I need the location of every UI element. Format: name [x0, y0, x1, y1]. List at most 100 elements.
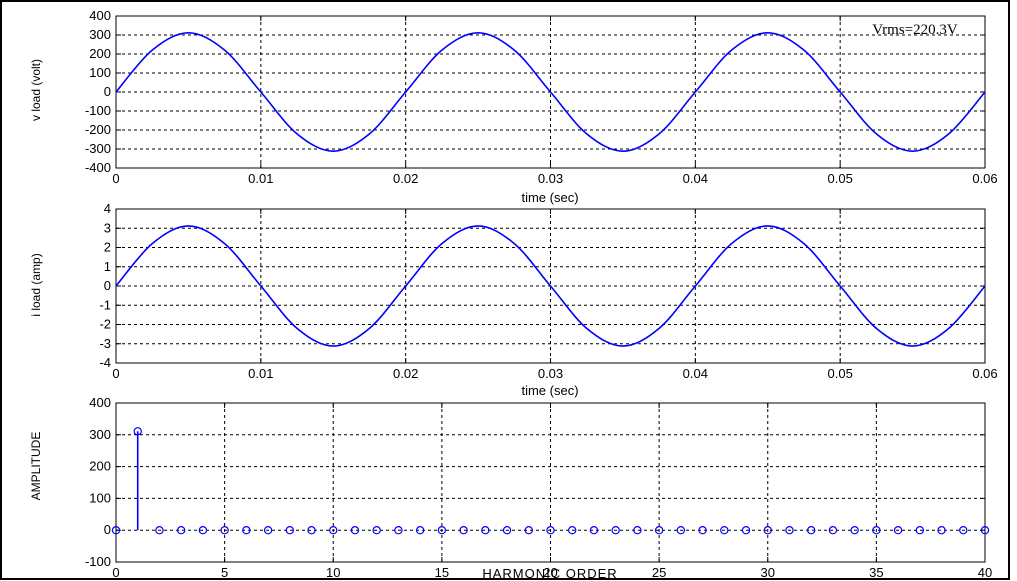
harmonic-marker — [785, 526, 794, 535]
current-ytick-label: 4 — [104, 201, 111, 216]
current-xlabel: time (sec) — [521, 383, 578, 398]
harmonic-marker — [481, 526, 490, 535]
harmonic-marker — [872, 526, 881, 535]
harmonic-marker — [980, 526, 990, 535]
harmonic-ytick-label: 200 — [89, 459, 111, 474]
harmonic-marker — [329, 526, 338, 535]
voltage-ytick-label: 200 — [89, 46, 111, 61]
voltage-ytick-label: -100 — [85, 103, 111, 118]
harmonic-marker — [307, 526, 316, 535]
current-xtick-label: 0 — [112, 366, 119, 381]
harmonic-marker — [263, 526, 273, 535]
current-ytick-label: 0 — [104, 278, 111, 293]
voltage-ytick-label: -400 — [85, 160, 111, 175]
voltage-xtick-label: 0.02 — [393, 171, 418, 186]
voltage-xtick-label: 0.06 — [972, 171, 997, 186]
harmonic-xtick-label: 5 — [221, 565, 228, 580]
voltage-ytick-label: 100 — [89, 65, 111, 80]
current-xtick-label: 0.05 — [828, 366, 853, 381]
harmonic-marker — [176, 526, 186, 535]
harmonic-marker — [415, 526, 425, 535]
harmonic-marker — [350, 526, 360, 535]
harmonic-ytick-label: 300 — [89, 427, 111, 442]
current-ytick-label: 3 — [104, 220, 111, 235]
current-xtick-label: 0.03 — [538, 366, 563, 381]
harmonic-marker — [220, 526, 229, 535]
current-ylabel: i load (amp) — [29, 253, 43, 316]
harmonic-marker — [676, 526, 686, 535]
voltage-xtick-label: 0.05 — [828, 171, 853, 186]
current-ytick-label: 2 — [104, 240, 111, 255]
harmonic-marker — [155, 526, 164, 535]
current-xtick-label: 0.04 — [683, 366, 708, 381]
harmonic-marker — [654, 526, 664, 535]
harmonic-ytick-label: -100 — [85, 554, 111, 569]
voltage-ytick-label: -300 — [85, 141, 111, 156]
harmonic-marker — [589, 526, 599, 535]
harmonic-xtick-label: 10 — [326, 565, 340, 580]
harmonic-marker — [372, 526, 381, 535]
harmonic-marker — [111, 526, 121, 535]
harmonic-marker — [611, 526, 620, 535]
harmonic-panel: HARMONIC ORDER AMPLITUDE 0 5 10 15 20 25 30 35 4… — [29, 395, 992, 581]
harmonic-marker — [394, 526, 403, 535]
harmonic-marker — [763, 526, 772, 535]
current-xtick-label: 0.02 — [393, 366, 418, 381]
harmonic-xlabel: HARMONIC ORDER — [482, 566, 617, 581]
current-ytick-label: -2 — [99, 317, 111, 332]
current-panel: time (sec) i load (amp) 0 0.01 0.02 0.03 0.0… — [29, 201, 998, 398]
harmonic-ytick-label: 0 — [104, 522, 111, 537]
harmonic-grid — [116, 403, 985, 562]
harmonic-ytick-label: 100 — [89, 490, 111, 505]
harmonic-marker — [242, 526, 251, 535]
harmonic-ytick-label: 400 — [89, 395, 111, 410]
voltage-ytick-label: -200 — [85, 122, 111, 137]
harmonic-ylabel: AMPLITUDE — [29, 432, 43, 501]
voltage-xtick-label: 0.01 — [248, 171, 273, 186]
harmonic-marker — [850, 526, 859, 535]
voltage-ylabel: v load (volt) — [29, 59, 43, 121]
current-xtick-label: 0.06 — [972, 366, 997, 381]
voltage-series-line — [115, 32, 986, 152]
harmonic-marker — [741, 526, 751, 535]
harmonic-marker — [198, 526, 208, 535]
harmonic-xtick-label: 40 — [978, 565, 992, 580]
harmonic-xtick-label: 25 — [652, 565, 666, 580]
current-ytick-label: -4 — [99, 355, 111, 370]
harmonic-xtick-label: 15 — [435, 565, 449, 580]
harmonic-marker — [546, 526, 555, 535]
harmonic-marker — [937, 526, 946, 535]
harmonic-marker — [807, 526, 816, 535]
harmonic-marker — [915, 526, 925, 535]
harmonic-xtick-label: 20 — [543, 565, 557, 580]
harmonic-marker — [502, 526, 512, 535]
harmonic-marker — [133, 427, 142, 436]
harmonic-xtick-label: 0 — [112, 565, 119, 580]
harmonic-marker — [720, 526, 729, 535]
harmonic-xtick-label: 30 — [761, 565, 775, 580]
voltage-xtick-label: 0 — [112, 171, 119, 186]
vrms-annotation: Vrms=220.3V — [872, 22, 958, 38]
harmonic-marker — [698, 526, 707, 535]
harmonic-marker — [568, 526, 577, 535]
harmonic-marker — [959, 526, 968, 535]
voltage-ytick-label: 0 — [104, 84, 111, 99]
current-ytick-label: 1 — [104, 259, 111, 274]
harmonic-marker — [285, 526, 294, 535]
harmonic-marker — [437, 526, 447, 535]
harmonic-marker — [459, 526, 468, 535]
current-ytick-label: -3 — [99, 336, 111, 351]
voltage-xtick-label: 0.04 — [683, 171, 708, 186]
voltage-ytick-label: 400 — [89, 8, 111, 23]
harmonic-marker — [633, 526, 642, 535]
voltage-xlabel: time (sec) — [521, 190, 578, 205]
current-series-line — [115, 225, 986, 347]
harmonic-marker — [524, 526, 533, 535]
harmonic-marker — [828, 526, 838, 535]
harmonic-xtick-label: 35 — [869, 565, 883, 580]
current-xtick-label: 0.01 — [248, 366, 273, 381]
voltage-ytick-label: 300 — [89, 27, 111, 42]
